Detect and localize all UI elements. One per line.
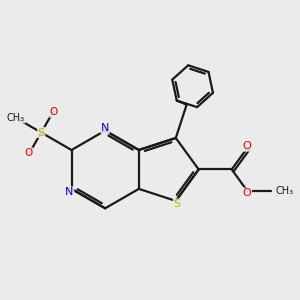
Text: O: O [243, 188, 252, 198]
Text: O: O [50, 107, 58, 117]
Text: O: O [243, 141, 252, 151]
Text: N: N [65, 187, 74, 197]
Text: O: O [24, 148, 33, 158]
Text: S: S [38, 128, 45, 137]
Text: N: N [101, 123, 110, 133]
Text: CH₃: CH₃ [275, 186, 293, 196]
Text: CH₃: CH₃ [7, 113, 25, 123]
Text: S: S [173, 199, 181, 209]
